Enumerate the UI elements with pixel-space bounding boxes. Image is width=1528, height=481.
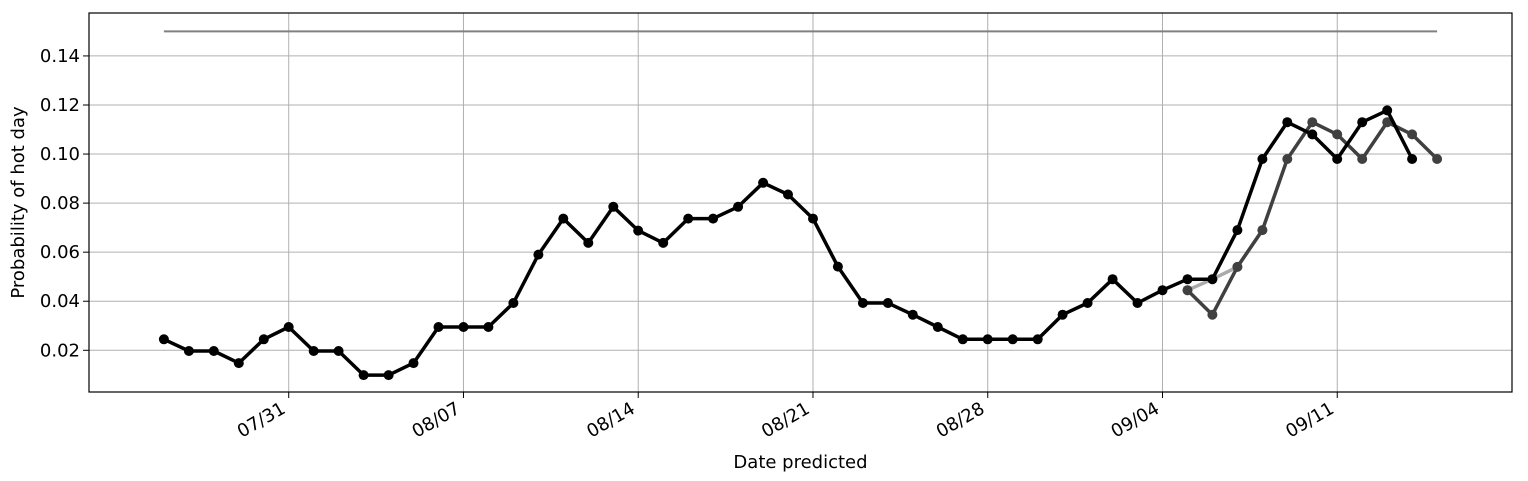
data-point <box>1182 285 1193 296</box>
data-point <box>458 322 469 332</box>
data-point <box>957 334 968 345</box>
data-point <box>1257 225 1268 236</box>
data-point <box>383 370 394 381</box>
data-point <box>708 213 719 224</box>
data-point <box>1382 117 1393 128</box>
data-point <box>1032 334 1043 345</box>
y-axis-title: Probability of hot day <box>8 106 29 299</box>
x-axis-ticks: 07/31 08/07 08/14 08/21 08/28 09/04 09/11 <box>234 392 1338 442</box>
y-tick-label: 0.14 <box>40 46 80 67</box>
data-point <box>1407 154 1418 164</box>
x-tick-label: 08/21 <box>758 398 813 442</box>
data-point <box>857 298 868 308</box>
data-point <box>1357 117 1368 128</box>
data-point <box>1282 154 1293 164</box>
data-point <box>1082 298 1093 308</box>
data-point <box>1382 105 1393 116</box>
data-point <box>508 298 519 308</box>
data-point <box>1107 274 1118 285</box>
data-point <box>1207 309 1218 320</box>
data-point <box>208 346 219 356</box>
data-point <box>733 201 744 212</box>
data-point <box>183 346 194 356</box>
data-point <box>333 346 344 356</box>
data-point <box>1232 261 1243 272</box>
data-point <box>982 334 993 345</box>
x-tick-label: 08/07 <box>409 398 464 442</box>
y-tick-label: 0.12 <box>40 95 80 116</box>
data-point <box>1207 274 1218 285</box>
data-point <box>258 334 269 345</box>
data-point <box>1132 298 1143 308</box>
data-point <box>1232 225 1243 236</box>
y-axis-ticks: 0.02 0.04 0.06 0.08 0.10 0.12 0.14 <box>40 46 89 361</box>
x-tick-label: 07/31 <box>234 398 289 442</box>
data-point <box>907 309 918 320</box>
series-2 <box>158 105 1418 381</box>
data-point <box>533 249 544 260</box>
data-point <box>1007 334 1018 345</box>
data-point <box>932 322 943 332</box>
data-point <box>633 225 644 236</box>
data-point <box>283 322 294 332</box>
data-point <box>483 322 494 332</box>
data-point <box>608 201 619 212</box>
series-line <box>162 108 1414 377</box>
data-point <box>1332 129 1343 140</box>
data-point <box>882 298 893 308</box>
data-point <box>233 358 244 369</box>
data-point <box>1157 285 1168 296</box>
data-point <box>1407 129 1418 140</box>
data-point <box>433 322 444 332</box>
data-point <box>308 346 319 356</box>
series-layer <box>158 105 1443 381</box>
data-point <box>658 237 669 248</box>
data-point <box>1432 154 1443 164</box>
y-tick-label: 0.10 <box>40 144 80 165</box>
data-point <box>358 370 369 381</box>
data-point <box>583 237 594 248</box>
x-tick-label: 09/04 <box>1108 398 1163 442</box>
x-tick-label: 09/11 <box>1282 398 1337 442</box>
data-point <box>808 213 818 224</box>
data-point <box>1357 154 1368 164</box>
data-point <box>558 213 569 224</box>
series-1 <box>1182 117 1443 320</box>
data-point <box>832 261 843 272</box>
data-point <box>1257 154 1268 164</box>
x-axis-title: Date predicted <box>733 452 867 473</box>
data-point <box>1307 129 1318 140</box>
data-point <box>1307 117 1318 128</box>
y-tick-label: 0.06 <box>40 242 80 263</box>
data-point <box>783 189 793 200</box>
grid-lines <box>89 13 1512 392</box>
data-point <box>758 177 769 188</box>
x-tick-label: 08/28 <box>933 398 988 442</box>
series-line <box>1185 228 1265 292</box>
series-0 <box>1182 225 1268 296</box>
y-tick-label: 0.04 <box>40 291 80 312</box>
plot-frame <box>88 12 1513 393</box>
y-tick-label: 0.08 <box>40 193 80 214</box>
data-point <box>683 213 694 224</box>
y-tick-label: 0.02 <box>40 340 80 361</box>
series-line <box>1185 120 1439 317</box>
data-point <box>1182 274 1193 285</box>
x-tick-label: 08/14 <box>583 398 638 442</box>
data-point <box>1282 117 1293 128</box>
data-point <box>1057 309 1068 320</box>
data-point <box>408 358 419 369</box>
data-point <box>158 334 169 345</box>
data-point <box>1332 154 1343 164</box>
